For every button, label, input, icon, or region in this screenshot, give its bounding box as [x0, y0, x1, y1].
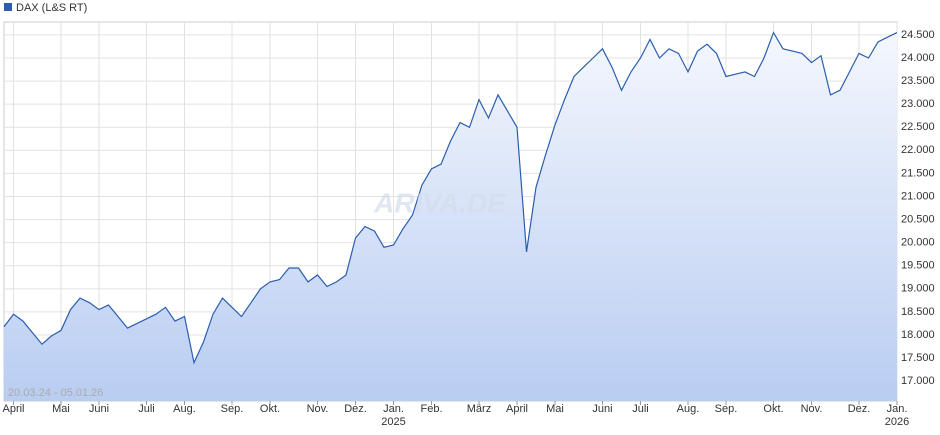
- y-tick-label: 21.000: [901, 190, 935, 202]
- x-tick-label: Juni: [592, 403, 613, 415]
- x-tick-label: Sep.: [714, 403, 738, 415]
- x-tick-label: Jan. 2025: [381, 403, 406, 428]
- x-tick-label: Dez.: [847, 403, 871, 415]
- y-tick-label: 24.500: [901, 29, 935, 41]
- x-tick-label: Sep.: [220, 403, 244, 415]
- y-tick-label: 23.500: [901, 75, 935, 87]
- date-range: 20.03.24 - 05.01.26: [8, 387, 103, 399]
- x-tick-label: Okt.: [763, 403, 784, 415]
- area: [4, 32, 897, 401]
- x-tick-label: Aug.: [676, 403, 700, 415]
- x-tick-label: April: [2, 403, 25, 415]
- y-tick-label: 17.000: [901, 375, 935, 387]
- x-tick-label: Feb.: [420, 403, 443, 415]
- x-tick-label: Jan. 2026: [884, 403, 910, 428]
- x-tick-label: Mai: [52, 403, 70, 415]
- x-tick-label: Juli: [138, 403, 155, 415]
- legend-label: DAX (L&S RT): [16, 2, 87, 14]
- y-tick-label: 19.000: [901, 283, 935, 295]
- x-tick-label: Juni: [88, 403, 110, 415]
- y-tick-label: 22.500: [901, 121, 935, 133]
- x-tick-label: Nov.: [306, 403, 329, 415]
- y-tick-label: 17.500: [901, 352, 935, 364]
- y-tick-label: 24.000: [901, 52, 935, 64]
- x-tick-label: Okt.: [259, 403, 281, 415]
- x-tick-label: Mai: [546, 403, 564, 415]
- x-tick-label: Dez.: [344, 403, 367, 415]
- y-tick-label: 21.500: [901, 167, 935, 179]
- x-tick-label: Aug.: [173, 403, 196, 415]
- watermark: ARIVA.DE: [373, 187, 507, 218]
- y-tick-label: 19.500: [901, 260, 935, 272]
- y-tick-label: 18.000: [901, 329, 935, 341]
- y-tick-label: 22.000: [901, 144, 935, 156]
- line: [3, 31, 898, 365]
- y-tick-label: 23.000: [901, 98, 935, 110]
- y-tick-label: 20.000: [901, 237, 935, 249]
- x-tick-label: April: [505, 403, 529, 415]
- y-tick-label: 20.500: [901, 213, 935, 225]
- x-tick-label: Juli: [632, 403, 649, 415]
- x-tick-label: Nov.: [800, 403, 823, 415]
- y-tick-label: 18.500: [901, 306, 935, 318]
- x-tick-label: März: [466, 403, 492, 415]
- legend-swatch: [4, 3, 12, 11]
